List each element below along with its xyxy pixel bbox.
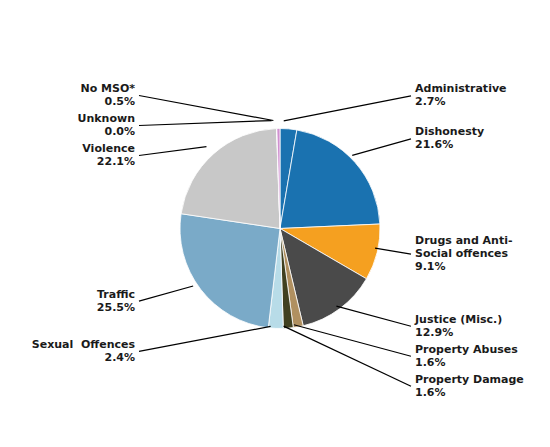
svg-text:Administrative2.7%: Administrative2.7% [415,82,507,108]
svg-text:Justice (Misc.)12.9%: Justice (Misc.)12.9% [414,313,502,339]
svg-text:Dishonesty21.6%: Dishonesty21.6% [415,125,484,151]
svg-text:Unknown0.0%: Unknown0.0% [78,112,135,138]
svg-text:Property Damage1.6%: Property Damage1.6% [415,373,524,399]
svg-text:Drugs and Anti-Social offences: Drugs and Anti-Social offences9.1% [415,234,513,273]
svg-text:Sexual Offences2.4%: Sexual Offences2.4% [32,338,136,364]
svg-text:Traffic25.5%: Traffic25.5% [97,288,135,314]
svg-text:Property Abuses1.6%: Property Abuses1.6% [415,343,518,369]
svg-text:Violence22.1%: Violence22.1% [82,142,135,168]
svg-text:No MSO*0.5%: No MSO*0.5% [80,82,135,108]
